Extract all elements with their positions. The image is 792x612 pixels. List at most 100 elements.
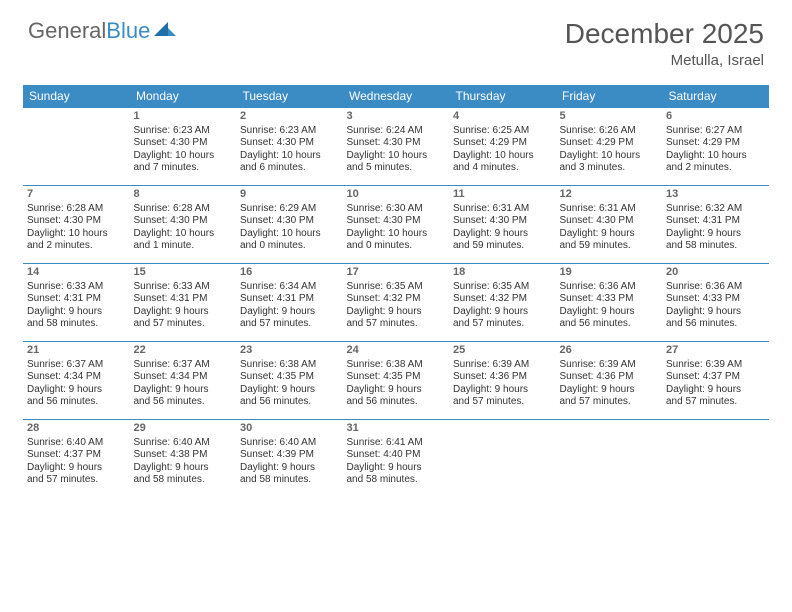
calendar-cell: 3Sunrise: 6:24 AMSunset: 4:30 PMDaylight… [343,108,450,186]
calendar-cell: 4Sunrise: 6:25 AMSunset: 4:29 PMDaylight… [449,108,556,186]
calendar-cell: 29Sunrise: 6:40 AMSunset: 4:38 PMDayligh… [130,420,237,498]
day-header: Thursday [449,85,556,108]
calendar-cell: 22Sunrise: 6:37 AMSunset: 4:34 PMDayligh… [130,342,237,420]
sunrise-text: Sunrise: 6:25 AM [453,125,552,138]
calendar-cell: 28Sunrise: 6:40 AMSunset: 4:37 PMDayligh… [23,420,130,498]
sunset-text: Sunset: 4:35 PM [240,371,339,384]
day-header: Wednesday [343,85,450,108]
daylight-text: and 7 minutes. [134,162,233,175]
calendar-cell: 14Sunrise: 6:33 AMSunset: 4:31 PMDayligh… [23,264,130,342]
daylight-text: Daylight: 10 hours [134,150,233,163]
day-number: 15 [134,266,233,280]
daylight-text: Daylight: 9 hours [27,384,126,397]
daylight-text: and 2 minutes. [666,162,765,175]
calendar-cell: 26Sunrise: 6:39 AMSunset: 4:36 PMDayligh… [556,342,663,420]
sunset-text: Sunset: 4:31 PM [666,215,765,228]
daylight-text: Daylight: 9 hours [240,306,339,319]
day-number: 8 [134,188,233,202]
day-header: Sunday [23,85,130,108]
calendar-cell: 6Sunrise: 6:27 AMSunset: 4:29 PMDaylight… [662,108,769,186]
daylight-text: Daylight: 10 hours [347,150,446,163]
daylight-text: Daylight: 9 hours [666,306,765,319]
day-number: 18 [453,266,552,280]
day-number: 27 [666,344,765,358]
day-number: 19 [560,266,659,280]
daylight-text: and 56 minutes. [347,396,446,409]
calendar-cell: 7Sunrise: 6:28 AMSunset: 4:30 PMDaylight… [23,186,130,264]
calendar-cell: 19Sunrise: 6:36 AMSunset: 4:33 PMDayligh… [556,264,663,342]
calendar-cell: 2Sunrise: 6:23 AMSunset: 4:30 PMDaylight… [236,108,343,186]
daylight-text: and 58 minutes. [27,318,126,331]
day-number: 16 [240,266,339,280]
daylight-text: and 59 minutes. [453,240,552,253]
sunset-text: Sunset: 4:30 PM [134,137,233,150]
daylight-text: Daylight: 9 hours [560,384,659,397]
day-header: Saturday [662,85,769,108]
calendar-cell [23,108,130,186]
calendar-cell [556,420,663,498]
logo-sail-icon [154,18,176,44]
sunrise-text: Sunrise: 6:31 AM [453,203,552,216]
sunset-text: Sunset: 4:38 PM [134,449,233,462]
sunrise-text: Sunrise: 6:40 AM [134,437,233,450]
daylight-text: and 57 minutes. [134,318,233,331]
calendar-cell: 30Sunrise: 6:40 AMSunset: 4:39 PMDayligh… [236,420,343,498]
daylight-text: Daylight: 10 hours [453,150,552,163]
daylight-text: and 2 minutes. [27,240,126,253]
daylight-text: Daylight: 9 hours [347,384,446,397]
sunset-text: Sunset: 4:30 PM [453,215,552,228]
calendar-cell: 8Sunrise: 6:28 AMSunset: 4:30 PMDaylight… [130,186,237,264]
daylight-text: Daylight: 10 hours [240,228,339,241]
daylight-text: Daylight: 9 hours [453,306,552,319]
day-number: 13 [666,188,765,202]
day-number: 4 [453,110,552,124]
calendar-week-row: 14Sunrise: 6:33 AMSunset: 4:31 PMDayligh… [23,264,769,342]
daylight-text: Daylight: 9 hours [666,228,765,241]
calendar-table: SundayMondayTuesdayWednesdayThursdayFrid… [23,85,769,498]
calendar-body: 1Sunrise: 6:23 AMSunset: 4:30 PMDaylight… [23,108,769,498]
sunrise-text: Sunrise: 6:40 AM [27,437,126,450]
daylight-text: and 58 minutes. [240,474,339,487]
day-number: 22 [134,344,233,358]
sunrise-text: Sunrise: 6:41 AM [347,437,446,450]
daylight-text: and 57 minutes. [453,318,552,331]
sunrise-text: Sunrise: 6:39 AM [453,359,552,372]
sunrise-text: Sunrise: 6:26 AM [560,125,659,138]
sunrise-text: Sunrise: 6:31 AM [560,203,659,216]
sunrise-text: Sunrise: 6:32 AM [666,203,765,216]
daylight-text: and 59 minutes. [560,240,659,253]
day-number: 28 [27,422,126,436]
sunset-text: Sunset: 4:29 PM [560,137,659,150]
daylight-text: Daylight: 9 hours [134,384,233,397]
sunrise-text: Sunrise: 6:39 AM [560,359,659,372]
daylight-text: and 5 minutes. [347,162,446,175]
day-number: 21 [27,344,126,358]
daylight-text: Daylight: 9 hours [134,462,233,475]
daylight-text: and 1 minute. [134,240,233,253]
daylight-text: Daylight: 10 hours [240,150,339,163]
daylight-text: Daylight: 10 hours [560,150,659,163]
sunset-text: Sunset: 4:30 PM [240,137,339,150]
daylight-text: Daylight: 10 hours [347,228,446,241]
calendar-week-row: 21Sunrise: 6:37 AMSunset: 4:34 PMDayligh… [23,342,769,420]
daylight-text: and 0 minutes. [347,240,446,253]
sunset-text: Sunset: 4:37 PM [666,371,765,384]
sunset-text: Sunset: 4:31 PM [240,293,339,306]
sunset-text: Sunset: 4:34 PM [134,371,233,384]
sunrise-text: Sunrise: 6:30 AM [347,203,446,216]
day-number: 17 [347,266,446,280]
sunrise-text: Sunrise: 6:33 AM [27,281,126,294]
daylight-text: and 56 minutes. [27,396,126,409]
day-number: 10 [347,188,446,202]
daylight-text: Daylight: 9 hours [240,384,339,397]
sunset-text: Sunset: 4:35 PM [347,371,446,384]
sunset-text: Sunset: 4:34 PM [27,371,126,384]
day-number: 2 [240,110,339,124]
day-number: 30 [240,422,339,436]
sunrise-text: Sunrise: 6:33 AM [134,281,233,294]
sunset-text: Sunset: 4:31 PM [134,293,233,306]
daylight-text: and 57 minutes. [240,318,339,331]
day-number: 14 [27,266,126,280]
daylight-text: Daylight: 9 hours [666,384,765,397]
sunset-text: Sunset: 4:39 PM [240,449,339,462]
